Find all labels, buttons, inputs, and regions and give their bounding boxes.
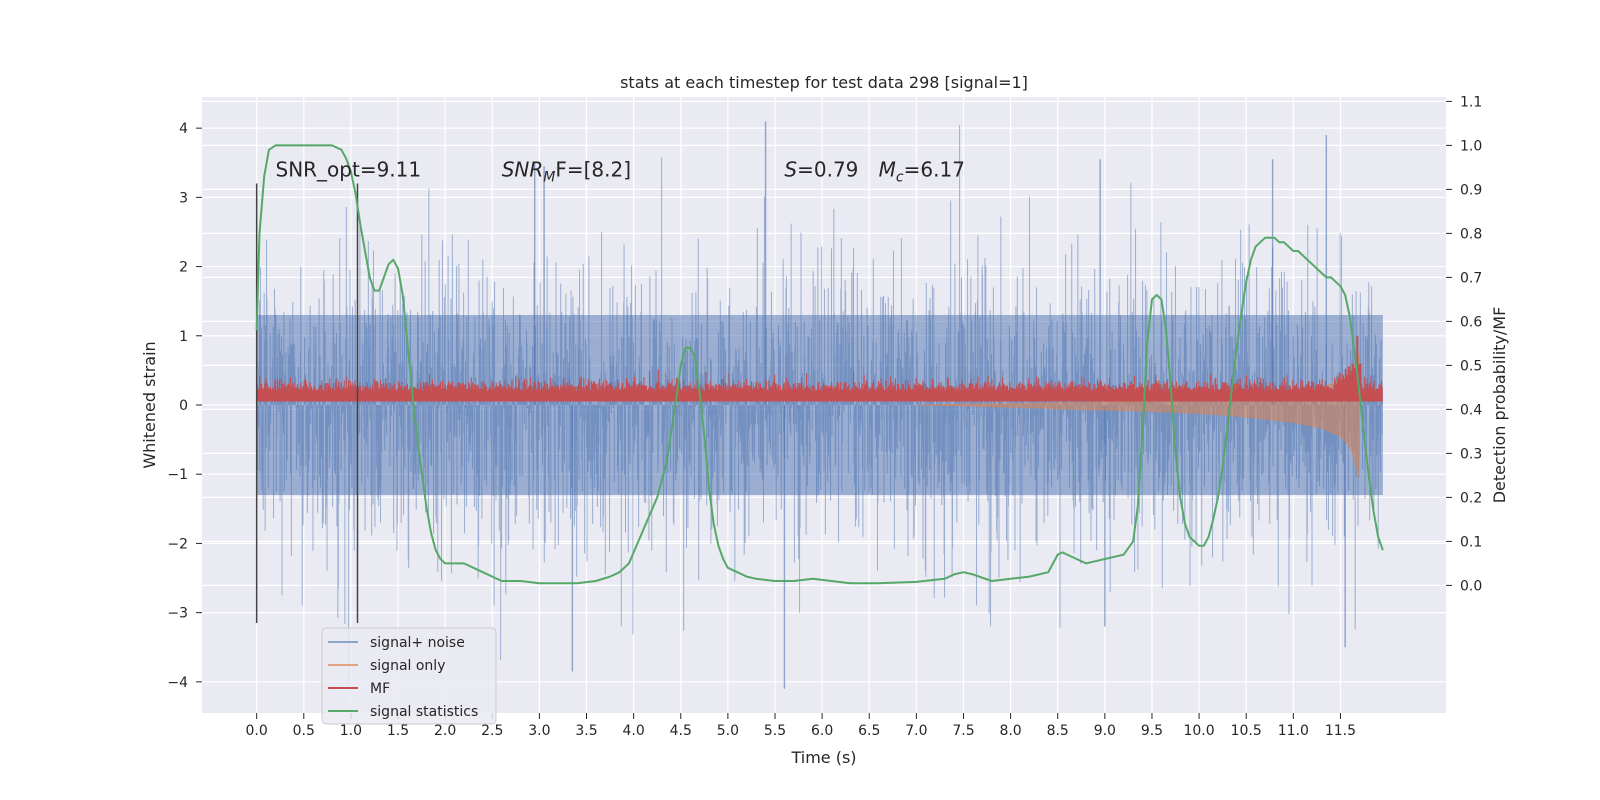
x-tick-label: 2.0 <box>434 723 456 739</box>
annotation-tail: =6.17 <box>904 158 965 182</box>
x-tick-label: 1.0 <box>340 723 362 739</box>
x-tick-label: 9.0 <box>1094 723 1116 739</box>
legend-label: signal only <box>370 658 445 674</box>
x-tick-label: 7.0 <box>905 723 927 739</box>
y-tick-label: −1 <box>167 467 188 483</box>
y-right-tick-label: 0.7 <box>1460 270 1482 286</box>
x-axis-label: Time (s) <box>790 748 856 767</box>
annotation-text: SNR <box>502 158 544 182</box>
annotations: SNR_opt=9.11 SNRMF=[8.2] S=0.79 Mc=6.17 <box>276 158 965 186</box>
y-right-tick-label: 0.1 <box>1460 534 1482 550</box>
annotation-tail: F=[8.2] <box>555 158 631 182</box>
annotation-tail: =0.79 <box>797 158 858 182</box>
y-right-tick-label: 0.5 <box>1460 358 1482 374</box>
legend: signal+ noise signal only MF signal statist… <box>321 627 497 725</box>
y-tick-label: 4 <box>179 121 188 137</box>
x-tick-label: 9.5 <box>1141 723 1163 739</box>
x-tick-label: 3.5 <box>575 723 597 739</box>
x-tick-label: 10.0 <box>1183 723 1214 739</box>
y-tick-label: −4 <box>167 675 188 691</box>
axes: 0.0 0.5 1.0 1.5 2.0 2.5 3.0 3.5 4.0 4.5 5.0 5.5 6.0 6… <box>167 94 1482 739</box>
x-tick-label: 6.0 <box>811 723 833 739</box>
statistics-line <box>255 144 1384 585</box>
x-tick-label: 8.5 <box>1047 723 1069 739</box>
annotation-0: SNR_opt=9.11 <box>276 158 422 182</box>
x-tick-label: 4.0 <box>622 723 644 739</box>
legend-label: signal+ noise <box>370 635 465 651</box>
y-axis-label: Whitened strain <box>140 341 159 468</box>
x-tick-label: 6.5 <box>858 723 880 739</box>
x-tick-label: 0.5 <box>293 723 315 739</box>
y-right-tick-label: 1.0 <box>1460 138 1482 154</box>
y-right-tick-label: 0.4 <box>1460 402 1482 418</box>
y-right-tick-label: 0.2 <box>1460 490 1482 506</box>
signal-statistics-series <box>255 144 1384 585</box>
x-tick-label: 8.0 <box>999 723 1021 739</box>
x-tick-label: 5.5 <box>764 723 786 739</box>
y-axis-right-label: Detection probability/MF <box>1490 307 1509 504</box>
y-right-tick-label: 0.0 <box>1460 578 1482 594</box>
x-tick-label: 7.5 <box>952 723 974 739</box>
x-tick-label: 5.0 <box>717 723 739 739</box>
y-right-tick-label: 0.8 <box>1460 226 1482 242</box>
legend-label: signal statistics <box>370 704 478 720</box>
annotation-1: SNRMF=[8.2] <box>502 158 631 186</box>
y-tick-label: 2 <box>179 260 188 276</box>
y-right-tick-label: 0.6 <box>1460 314 1482 330</box>
y-tick-label: 0 <box>179 398 188 414</box>
annotation-text: SNR_opt=9.11 <box>276 158 422 182</box>
x-tick-label: 11.5 <box>1325 723 1356 739</box>
y-tick-label: 3 <box>179 190 188 206</box>
x-tick-label: 1.5 <box>387 723 409 739</box>
y-tick-label: 1 <box>179 329 188 345</box>
y-tick-label: −3 <box>167 606 188 622</box>
chart-title: stats at each timestep for test data 298… <box>620 73 1028 92</box>
x-tick-label: 3.0 <box>528 723 550 739</box>
x-tick-label: 10.5 <box>1231 723 1262 739</box>
y-right-tick-label: 0.3 <box>1460 446 1482 462</box>
y-right-tick-label: 0.9 <box>1460 182 1482 198</box>
annotation-subscript: c <box>896 170 904 186</box>
x-tick-label: 11.0 <box>1278 723 1309 739</box>
x-tick-label: 0.0 <box>246 723 268 739</box>
annotation-text: M <box>879 158 896 182</box>
annotation-3: Mc=6.17 <box>879 158 965 186</box>
x-tick-label: 4.5 <box>670 723 692 739</box>
y-tick-label: −2 <box>167 536 188 552</box>
y-right-tick-label: 1.1 <box>1460 94 1482 110</box>
annotation-2: S=0.79 <box>784 158 858 182</box>
annotation-text: S <box>784 158 797 182</box>
legend-box <box>321 627 497 725</box>
legend-label: MF <box>370 681 390 697</box>
x-tick-label: 2.5 <box>481 723 503 739</box>
annotation-subscript: M <box>543 170 555 186</box>
vertical-markers <box>255 183 359 624</box>
